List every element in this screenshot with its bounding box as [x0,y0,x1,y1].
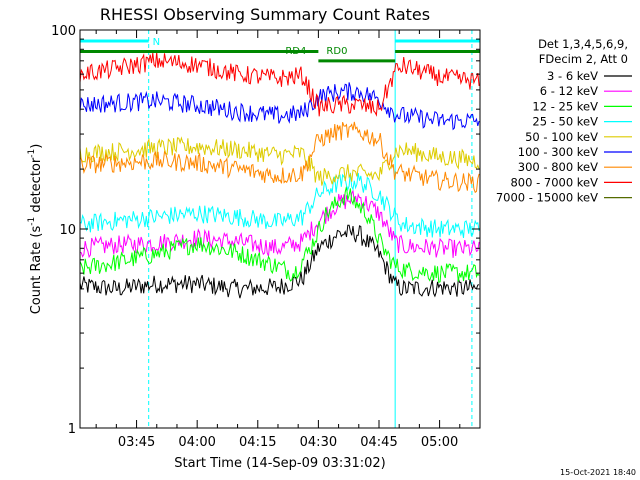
y-label-end: ) [29,144,44,149]
y-axis-label: Count Rate (s-1 detector-1) [27,144,44,315]
series-line-6-12-kev [79,189,480,259]
legend-label: 100 - 300 keV [518,145,598,159]
annotation-label: RD0 [326,46,347,57]
series-group [79,52,480,429]
flag-bars: N RD4 RD0 [80,37,480,63]
annotation-label: N [153,37,160,48]
legend-label: 50 - 100 keV [525,130,598,144]
annotation-label: RD4 [285,46,306,57]
x-tick-label: 04:30 [300,435,337,450]
series-line-3-6-kev [79,224,480,299]
x-tick-label: 04:00 [178,435,215,450]
x-tick-label: 03:45 [118,435,155,450]
legend: Det 1,3,4,5,6,9,FDecim 2, Att 0 3 - 6 keV… [496,37,632,205]
x-tick-label: 05:00 [421,435,458,450]
legend-header: Det 1,3,4,5,6,9, [538,37,628,51]
legend-label: 300 - 800 keV [518,160,598,174]
y-tick-label: 100 [51,24,76,39]
series-line-800-7000-kev [79,52,480,117]
y-tick-label: 10 [59,223,76,238]
series-line-12-25-kev [79,186,480,284]
legend-label: 12 - 25 keV [532,99,598,113]
series-line-100-300-kev [79,82,480,131]
y-label-suffix: detector [29,157,44,217]
legend-label: 25 - 50 keV [532,115,598,129]
x-tick-label: 04:15 [239,435,276,450]
series-line-25-50-kev [79,172,480,238]
legend-label: 7000 - 15000 keV [496,191,598,205]
y-label-sup: -1 [27,217,37,226]
time-stamp: 15-Oct-2021 18:40 [560,468,636,477]
legend-label: 6 - 12 keV [540,84,598,98]
legend-header: FDecim 2, Att 0 [539,52,628,66]
y-tick-label: 1 [68,422,76,437]
chart-title: RHESSI Observing Summary Count Rates [100,5,430,24]
legend-label: 800 - 7000 keV [510,175,598,189]
series-line-300-800-kev [79,121,480,194]
y-label-sup2: -1 [27,149,37,158]
series-line-50-100-kev [79,136,480,186]
x-tick-label: 04:45 [360,435,397,450]
x-axis-label: Start Time (14-Sep-09 03:31:02) [174,456,385,471]
y-label-prefix: Count Rate (s [29,226,44,315]
legend-label: 3 - 6 keV [547,69,598,83]
axes: 03:45 04:00 04:15 04:30 04:45 05:00 1 10 100 [51,24,481,450]
